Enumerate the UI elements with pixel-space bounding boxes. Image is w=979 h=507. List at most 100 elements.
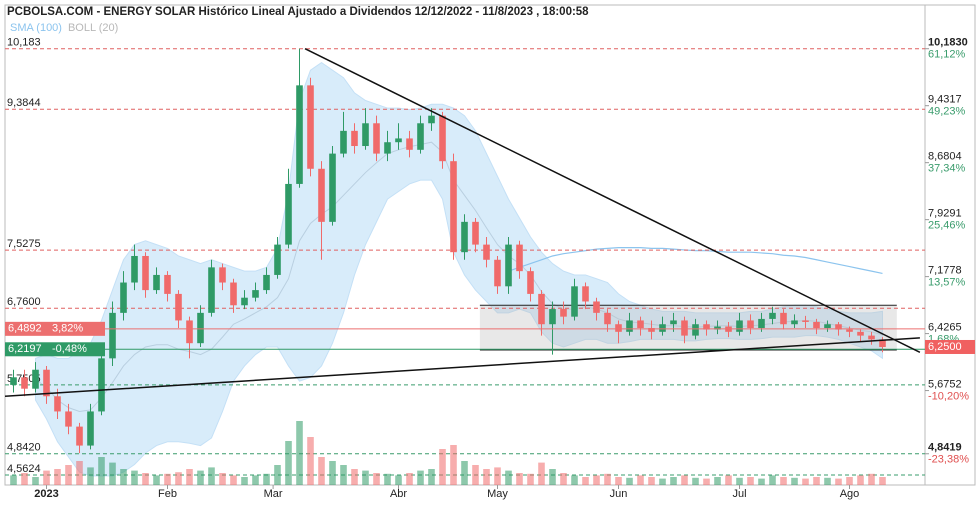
x-tick-label: May [487, 488, 508, 500]
legend-entry: SMA (100) [10, 22, 62, 34]
candle-body [329, 153, 336, 222]
frame [4, 4, 976, 486]
volume-bar [384, 473, 391, 485]
candle-body [615, 324, 622, 332]
candle-body [439, 115, 446, 162]
candle-body [791, 320, 798, 325]
candle-body [351, 130, 358, 147]
y-tick-label: 6,4265 [928, 322, 962, 334]
candle-body [582, 286, 589, 302]
volume-bar [197, 470, 204, 485]
volume-bar [120, 469, 127, 485]
candle-body [648, 328, 655, 332]
candle-body [384, 142, 391, 154]
candle-body [43, 369, 50, 397]
candle-body [659, 324, 666, 332]
volume-bar [736, 477, 743, 485]
volume-bar [208, 467, 215, 485]
volume-bar [164, 473, 171, 485]
volume-bar [263, 473, 270, 485]
candle-body [131, 255, 138, 283]
candle-body [21, 377, 28, 389]
volume-bar [285, 441, 292, 485]
candle-body [120, 282, 127, 313]
y-tick-label: 4,8419 [928, 442, 962, 454]
volume-bar [98, 457, 105, 485]
candle-body [241, 297, 248, 306]
candle-body [65, 411, 72, 427]
candle-body [428, 115, 435, 124]
candle-body [483, 244, 490, 260]
candle-body [681, 320, 688, 336]
x-tick-label: 2023 [34, 488, 58, 500]
candle-body [593, 301, 600, 313]
volume-bar [461, 461, 468, 485]
volume-bar [296, 421, 303, 485]
volume-bar [329, 461, 336, 485]
volume-bar [450, 445, 457, 485]
volume-bar [219, 473, 226, 485]
volume-bar [65, 465, 72, 485]
candle-body [516, 244, 523, 272]
volume-bar [153, 475, 160, 485]
volume-bar [274, 465, 281, 485]
candle-body [846, 329, 853, 332]
volume-bar [10, 475, 17, 485]
y-tick-label: 7,1778 [928, 265, 962, 277]
volume-bar [472, 465, 479, 485]
volume-bar [175, 472, 182, 485]
volume-bar [813, 477, 820, 485]
candle-body [307, 85, 314, 169]
last-price-label: 6,2500 [928, 341, 962, 353]
y-tick-label: 8,6804 [928, 151, 962, 163]
volume-bar [406, 473, 413, 485]
candle-body [109, 312, 116, 359]
volume-bar [769, 475, 776, 485]
volume-bar [109, 462, 116, 485]
y-tick-pct: 49,23% [928, 106, 966, 118]
volume-bar [747, 477, 754, 485]
volume-bar [340, 465, 347, 485]
volume-bar [824, 477, 831, 485]
volume-bar [373, 473, 380, 485]
level-label: 7,5275 [7, 238, 41, 250]
candle-body [76, 426, 83, 446]
candle-body [780, 312, 787, 325]
volume-bar [76, 461, 83, 485]
candle-body [692, 324, 699, 336]
candle-body [263, 274, 270, 291]
candle-body [285, 183, 292, 245]
candle-body [208, 267, 215, 313]
level-label: 6,7600 [7, 296, 41, 308]
price-tag-label: 6,4892 [8, 323, 42, 335]
volume-bar [439, 449, 446, 485]
candle-body [318, 168, 325, 222]
y-tick-pct: -10,20% [928, 390, 969, 402]
candle-body [219, 267, 226, 283]
volume-bar [362, 470, 369, 485]
volume-bar [54, 469, 61, 485]
volume-bar [560, 473, 567, 485]
volume-bar [142, 473, 149, 485]
last-price-tag [925, 339, 975, 354]
candle-body [505, 244, 512, 287]
volume-bar [626, 477, 633, 485]
candle-body [802, 320, 809, 322]
y-tick-label: 9,4317 [928, 94, 962, 106]
x-tick-label: Abr [390, 488, 407, 500]
candle-body [549, 309, 556, 325]
candle-body [637, 320, 644, 329]
volume-bar [87, 467, 94, 485]
volume-bar [32, 477, 39, 485]
candle-body [868, 335, 875, 340]
x-tick-label: Ago [840, 488, 860, 500]
volume-bar [868, 473, 875, 485]
volume-bar [351, 469, 358, 485]
candle-body [142, 255, 149, 291]
volume-bar [857, 475, 864, 485]
level-label: 4,8420 [7, 442, 41, 454]
volume-bar [230, 475, 237, 485]
volume-bar [241, 477, 248, 485]
volume-bar [780, 477, 787, 485]
